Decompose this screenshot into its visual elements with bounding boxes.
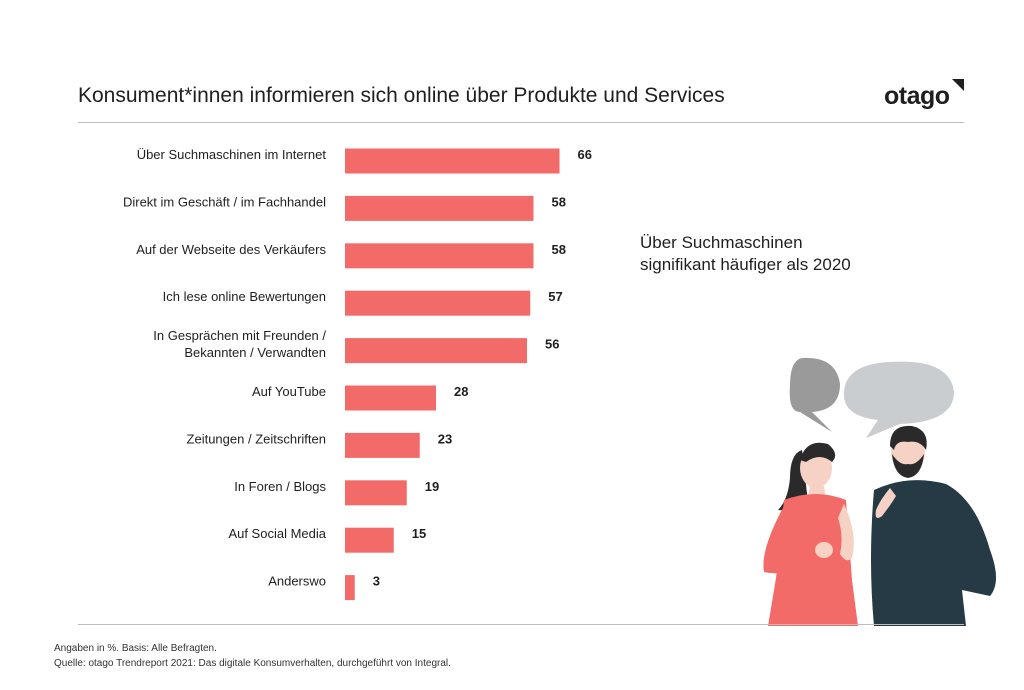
footnote-source: Quelle: otago Trendreport 2021: Das digi…	[54, 658, 451, 669]
man-figure	[871, 425, 996, 626]
logo-corner-mark	[952, 79, 964, 91]
category-label: Auf Social Media	[228, 526, 326, 541]
otago-logo: otago	[884, 82, 950, 110]
bar-value-label: 56	[545, 337, 559, 352]
category-label: Auf der Webseite des Verkäufers	[136, 242, 326, 257]
bar	[345, 195, 534, 221]
footer-divider	[78, 624, 964, 625]
bar	[345, 480, 407, 506]
bar-value-label: 66	[578, 147, 592, 162]
bar	[345, 338, 527, 364]
category-label: Ich lese online Bewertungen	[163, 289, 326, 304]
significance-note: Über Suchmaschinen signifikant häufiger …	[640, 232, 851, 276]
bar-value-label: 57	[548, 289, 562, 304]
bar	[345, 385, 436, 411]
title-divider	[78, 122, 964, 123]
bar-value-label: 23	[438, 431, 452, 446]
category-label: Bekannten / Verwandten	[184, 345, 326, 360]
bar-value-label: 19	[425, 479, 439, 494]
bar-value-label: 58	[552, 194, 566, 209]
people-talking-illustration	[763, 357, 996, 626]
bar	[345, 575, 355, 601]
category-label: Auf YouTube	[252, 384, 326, 399]
category-label: Zeitungen / Zeitschriften	[187, 431, 326, 446]
speech-bubble-light-icon	[843, 361, 954, 438]
bar	[345, 148, 560, 174]
footnote-basis: Angaben in %. Basis: Alle Befragten.	[54, 643, 217, 654]
category-label: Über Suchmaschinen im Internet	[137, 147, 327, 162]
bar-value-label: 28	[454, 384, 468, 399]
category-label: In Foren / Blogs	[234, 479, 326, 494]
chart-title: Konsument*innen informieren sich online …	[78, 84, 725, 107]
bar	[345, 243, 534, 269]
category-label: Anderswo	[268, 574, 326, 589]
note-line-2: signifikant häufiger als 2020	[640, 255, 851, 274]
note-line-1: Über Suchmaschinen	[640, 233, 803, 252]
bar	[345, 290, 531, 316]
speech-bubble-dark-icon	[789, 357, 840, 432]
bar	[345, 527, 394, 553]
bar-value-label: 15	[412, 526, 426, 541]
category-label: In Gesprächen mit Freunden /	[153, 328, 326, 343]
bar	[345, 432, 420, 458]
woman-figure	[763, 442, 858, 626]
bar-value-label: 3	[373, 574, 380, 589]
category-label: Direkt im Geschäft / im Fachhandel	[123, 194, 326, 209]
bar-value-label: 58	[552, 242, 566, 257]
